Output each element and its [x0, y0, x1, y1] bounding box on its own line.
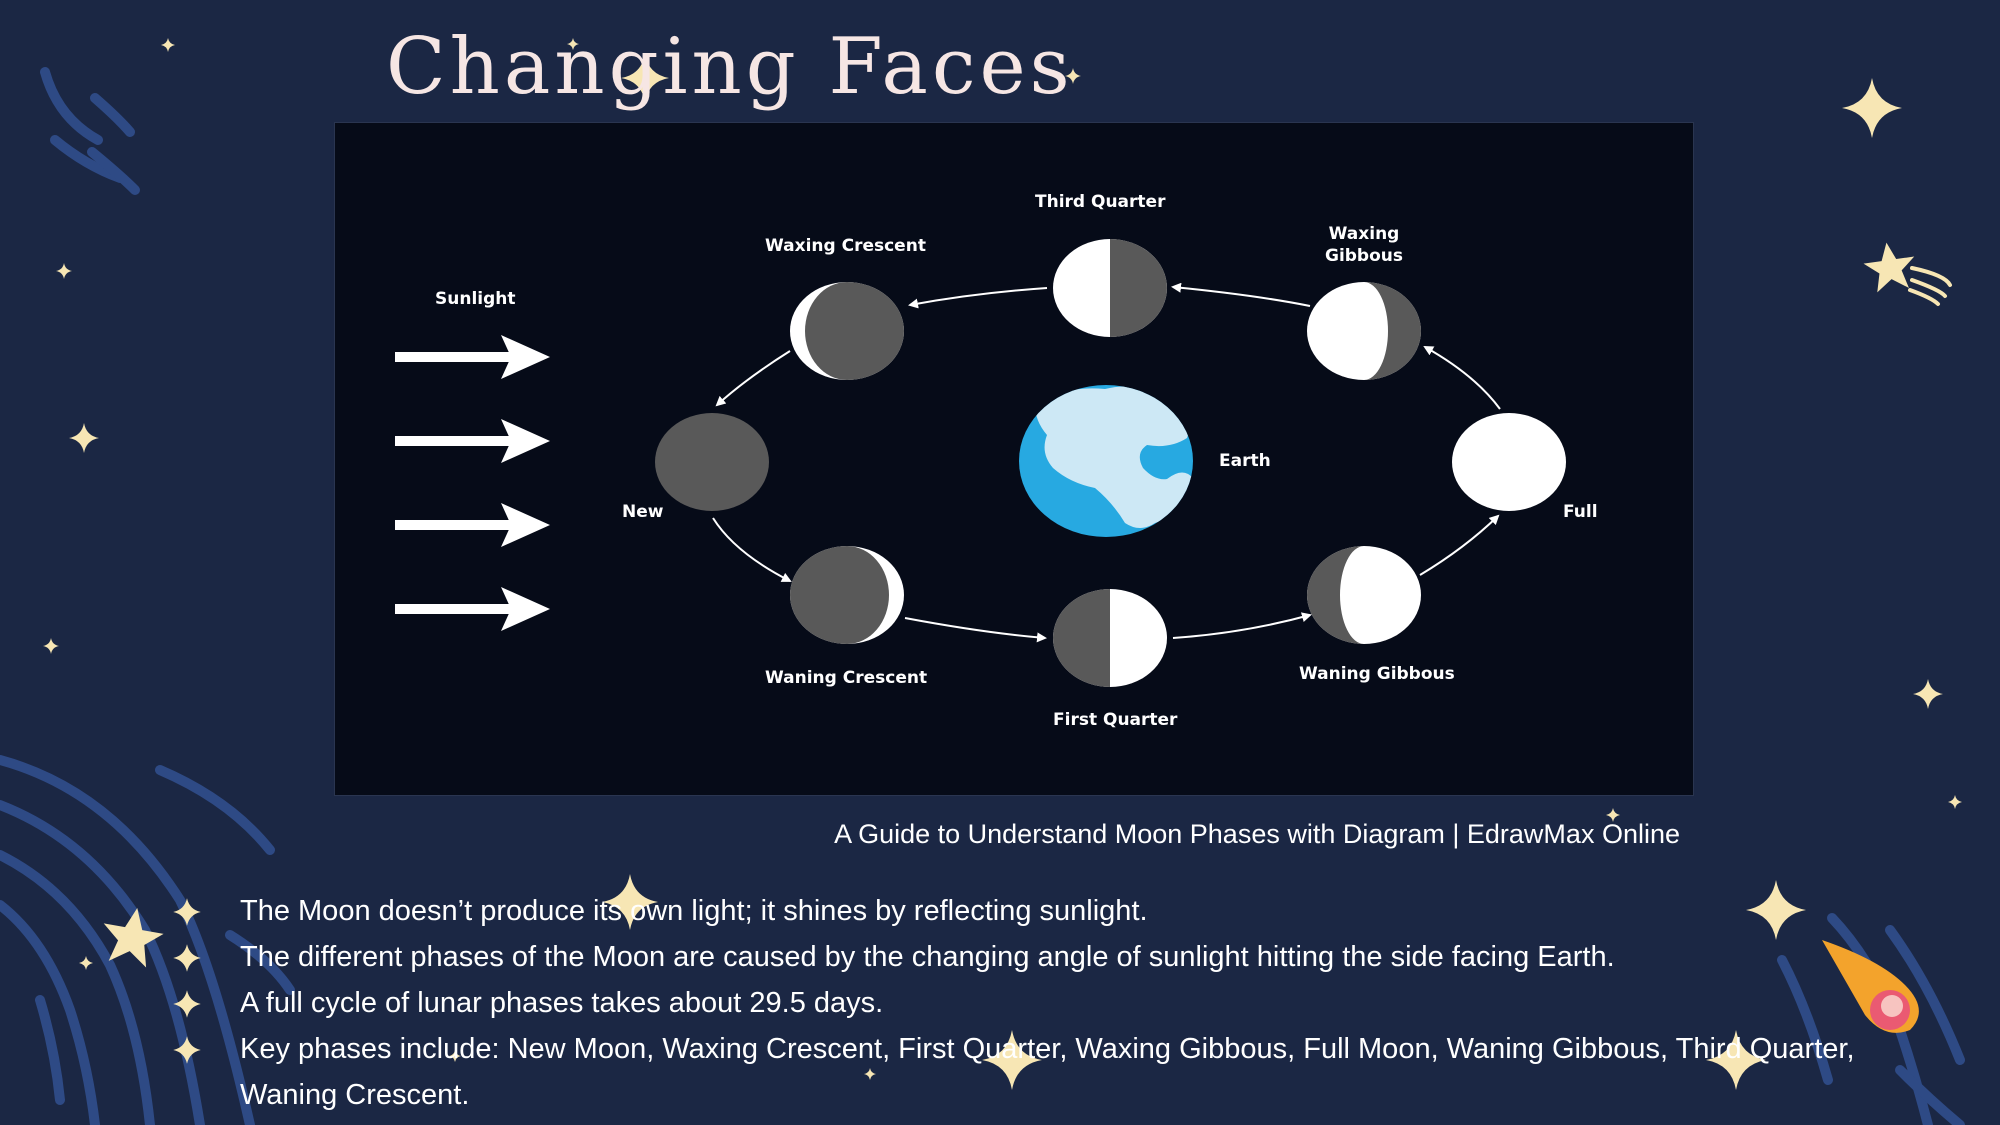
moon-waning-crescent — [790, 546, 904, 644]
bullet-item: The different phases of the Moon are cau… — [168, 934, 1908, 980]
bullet-text: Key phases include: New Moon, Waxing Cre… — [240, 1033, 1855, 1111]
moon-third-quarter — [1053, 239, 1167, 337]
bullet-item: A full cycle of lunar phases takes about… — [168, 980, 1908, 1026]
label-waxing-crescent: Waxing Crescent — [765, 236, 926, 256]
label-earth: Earth — [1219, 451, 1271, 471]
moon-waxing-gibbous — [1307, 282, 1421, 380]
label-full: Full — [1563, 502, 1598, 522]
sunlight-arrow-1 — [395, 335, 550, 379]
moon-full — [1452, 413, 1566, 511]
orbit-arrows — [712, 282, 1501, 643]
label-new: New — [622, 502, 664, 522]
shooting-star-icon — [1908, 266, 1952, 306]
four-point-star-icon — [173, 990, 201, 1018]
four-point-star-icon — [173, 944, 201, 972]
slide-title: Changing Faces — [386, 22, 1074, 112]
four-point-star-icon — [173, 1036, 201, 1064]
moon-waxing-crescent — [790, 282, 904, 380]
label-third-quarter: Third Quarter — [1035, 192, 1166, 212]
sunlight-arrow-2 — [395, 419, 550, 463]
swirl-decoration-top-left — [40, 67, 140, 195]
image-caption: A Guide to Understand Moon Phases with D… — [834, 819, 1680, 849]
earth-globe — [1019, 385, 1193, 537]
diagram-canvas — [395, 239, 1566, 687]
bullet-text: The Moon doesn’t produce its own light; … — [240, 895, 1148, 927]
sunlight-arrow-4 — [395, 587, 550, 631]
four-point-star-icon — [173, 898, 201, 926]
label-waning-gibbous: Waning Gibbous — [1299, 664, 1455, 684]
bullet-text: A full cycle of lunar phases takes about… — [240, 987, 884, 1019]
moon-waning-gibbous — [1307, 546, 1421, 644]
label-sunlight: Sunlight — [435, 289, 516, 309]
bullet-list: The Moon doesn’t produce its own light; … — [168, 888, 1908, 1118]
bullet-item: Key phases include: New Moon, Waxing Cre… — [168, 1026, 1908, 1118]
moon-new — [655, 413, 769, 511]
sunlight-arrow-3 — [395, 503, 550, 547]
moon-first-quarter — [1053, 589, 1167, 687]
label-waning-crescent: Waning Crescent — [765, 668, 928, 688]
label-first-quarter: First Quarter — [1053, 710, 1178, 730]
moon-phases-diagram: Sunlight Third Quarter Waxing Crescent W… — [334, 122, 1694, 796]
bullet-text: The different phases of the Moon are cau… — [240, 941, 1615, 973]
label-waxing-gibbous: Waxing Gibbous — [1324, 224, 1404, 266]
sunlight-arrows — [395, 335, 550, 631]
bullet-item: The Moon doesn’t produce its own light; … — [168, 888, 1908, 934]
